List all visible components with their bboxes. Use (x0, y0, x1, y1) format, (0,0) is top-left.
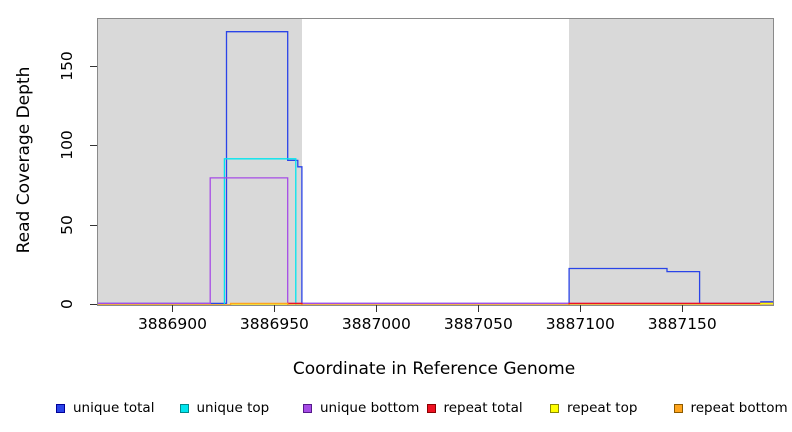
legend-item: unique bottom (297, 400, 421, 416)
y-tick-label: 0 (58, 299, 76, 309)
legend-swatch-unique-total (56, 403, 65, 413)
legend-swatch-repeat-total (426, 403, 436, 413)
plot-inner (98, 19, 773, 305)
y-tick-label: 100 (58, 130, 76, 160)
y-tick (90, 65, 97, 67)
x-tick-label: 3887100 (545, 315, 615, 333)
x-tick (478, 305, 480, 312)
x-tick-label: 3887000 (341, 315, 411, 333)
legend-label: repeat bottom (690, 400, 788, 416)
legend-item: unique top (174, 400, 298, 416)
legend-swatch-unique-top (179, 403, 189, 413)
x-tick (376, 305, 378, 312)
x-tick (580, 305, 582, 312)
x-tick (682, 305, 684, 312)
series-line-repeat-top (98, 302, 773, 305)
x-tick-label: 3886950 (239, 315, 309, 333)
series-line-unique-bottom (98, 177, 773, 305)
y-tick (90, 224, 97, 226)
y-tick (90, 145, 97, 147)
x-tick-label: 3887050 (443, 315, 513, 333)
y-axis-title: Read Coverage Depth (14, 66, 34, 254)
series-line-unique-total (98, 31, 773, 305)
legend-item: repeat bottom (668, 400, 792, 416)
x-axis-title: Coordinate in Reference Genome (292, 359, 576, 379)
shaded-region (98, 19, 302, 305)
series-line-unique-top (98, 158, 773, 305)
legend-swatch-repeat-bottom (673, 403, 683, 413)
y-tick-label: 150 (58, 50, 76, 81)
legend-item: repeat top (544, 400, 668, 416)
coverage-step-lines (98, 31, 773, 305)
legend: unique total unique top unique bottom repea… (50, 400, 791, 416)
legend-label: repeat top (567, 400, 638, 416)
legend-label: unique bottom (320, 400, 420, 416)
legend-label: unique top (196, 400, 270, 416)
legend-item: unique total (50, 400, 174, 416)
legend-item: repeat total (421, 400, 545, 416)
y-tick-label: 50 (58, 214, 76, 235)
plot-area (97, 18, 774, 306)
legend-swatch-repeat-top (550, 403, 559, 413)
shaded-region (569, 19, 773, 305)
x-tick-label: 3886900 (137, 315, 207, 333)
series-line-repeat-bottom (98, 302, 773, 305)
legend-label: unique total (73, 400, 155, 416)
x-tick (172, 305, 174, 312)
x-tick (274, 305, 276, 312)
y-tick (90, 304, 97, 305)
x-tick-label: 3887150 (647, 315, 717, 333)
legend-label: repeat total (443, 400, 523, 416)
legend-swatch-unique-bottom (303, 403, 312, 413)
